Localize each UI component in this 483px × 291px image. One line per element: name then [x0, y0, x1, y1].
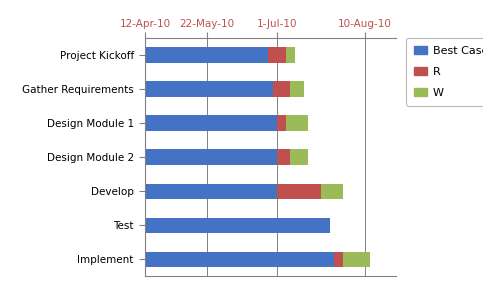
Legend: Best Case, R, W: Best Case, R, W: [406, 38, 483, 106]
Bar: [334, 252, 343, 267]
Bar: [286, 116, 308, 131]
Bar: [343, 252, 369, 267]
Bar: [277, 116, 286, 131]
Bar: [273, 81, 290, 97]
Bar: [145, 47, 268, 63]
Bar: [286, 47, 295, 63]
Bar: [277, 150, 290, 165]
Bar: [145, 116, 277, 131]
Bar: [145, 184, 277, 199]
Bar: [145, 150, 277, 165]
Bar: [290, 150, 308, 165]
Bar: [145, 81, 273, 97]
Bar: [268, 47, 286, 63]
Bar: [145, 218, 330, 233]
Bar: [277, 184, 321, 199]
Bar: [321, 184, 343, 199]
Bar: [145, 252, 334, 267]
Bar: [290, 81, 303, 97]
